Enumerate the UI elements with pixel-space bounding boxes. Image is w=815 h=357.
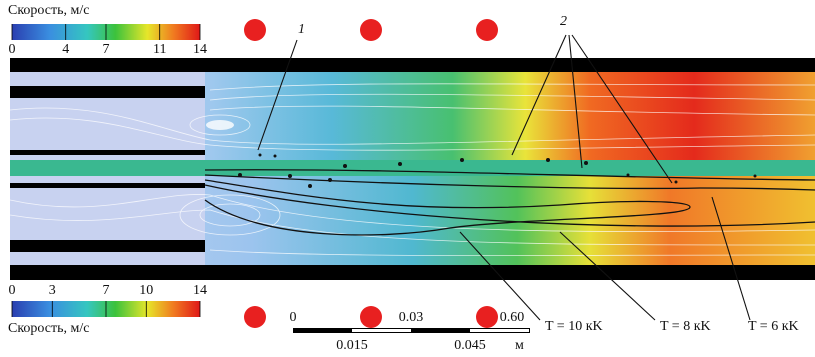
- tick-label: 0: [9, 283, 16, 298]
- tick-label: 14: [193, 283, 207, 298]
- tick-label: 3: [49, 283, 56, 298]
- scale-unit: м: [515, 338, 524, 353]
- callout: 1: [298, 22, 305, 37]
- scale-label: 0: [290, 310, 297, 325]
- scale-label: 0.015: [336, 338, 368, 353]
- callout: 2: [560, 14, 567, 29]
- scale-bar: [293, 328, 530, 333]
- legend-title: Скорость, м/с: [8, 321, 89, 336]
- isotherm-label: T = 8 кK: [660, 319, 711, 334]
- scale-label: 0.045: [454, 338, 486, 353]
- tick-label: 7: [103, 283, 110, 298]
- tick-label: 10: [139, 283, 153, 298]
- tick-label: 4: [62, 42, 69, 57]
- flow-field: [10, 72, 815, 265]
- tick-label: 14: [193, 42, 207, 57]
- scale-label: 0.03: [399, 310, 424, 325]
- tick-label: 11: [153, 42, 166, 57]
- isotherm-label: T = 10 кK: [545, 319, 603, 334]
- tick-label: 0: [9, 42, 16, 57]
- tick-label: 7: [103, 42, 110, 57]
- legend-title: Скорость, м/с: [8, 3, 89, 18]
- scale-label: 0.60: [500, 310, 525, 325]
- figure: Скорость, м/с Скорость, м/с 047111403710…: [0, 0, 815, 357]
- isotherm-label: T = 6 кK: [748, 319, 799, 334]
